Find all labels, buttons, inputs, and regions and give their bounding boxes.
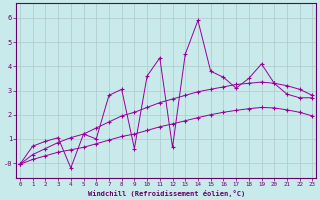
X-axis label: Windchill (Refroidissement éolien,°C): Windchill (Refroidissement éolien,°C)	[88, 190, 245, 197]
